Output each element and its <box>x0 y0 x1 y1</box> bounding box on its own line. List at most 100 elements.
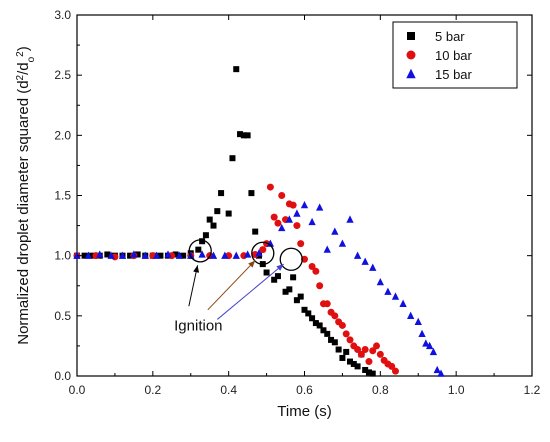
data-point <box>354 363 361 370</box>
data-point <box>175 251 184 259</box>
axes-layer: 0.0 0.2 0.4 0.6 0.8 1.0 1.2 0.0 0.5 1.0 1.5 2.0 2.5 3… <box>54 8 540 397</box>
data-point <box>328 336 335 343</box>
ignition-arrowhead <box>193 265 200 273</box>
data-point <box>180 252 187 259</box>
data-point <box>232 251 240 259</box>
y-tick-label: 1.5 <box>54 189 71 203</box>
x-tick-label: 0.4 <box>220 383 237 397</box>
data-point <box>422 339 430 347</box>
ignition-arrowhead <box>248 260 256 268</box>
data-point <box>107 251 115 259</box>
data-point <box>282 288 289 295</box>
data-point <box>84 251 93 259</box>
ignition-circle <box>279 247 303 271</box>
data-point <box>388 362 396 370</box>
legend-marker <box>406 50 416 60</box>
data-point <box>202 232 209 239</box>
data-point <box>369 370 376 377</box>
data-point <box>198 250 206 258</box>
data-point <box>259 246 267 254</box>
y-axis-title-main: Normalized droplet diameter squared (d <box>15 80 32 344</box>
data-point <box>331 339 338 346</box>
data-point <box>308 262 316 270</box>
data-point <box>346 215 354 223</box>
series-10-bar <box>73 183 399 375</box>
data-point <box>407 311 415 319</box>
data-point <box>206 216 213 223</box>
data-point <box>433 365 441 374</box>
data-point <box>244 132 251 139</box>
data-point <box>255 249 263 257</box>
y-axis-title-sup2: 2 <box>15 51 26 57</box>
data-point <box>347 358 353 365</box>
data-point <box>225 210 232 217</box>
data-point <box>369 347 377 355</box>
series-layer <box>73 66 445 377</box>
data-point <box>297 293 304 300</box>
ignition-circle <box>188 239 212 263</box>
data-point <box>248 190 255 197</box>
data-point <box>350 360 357 367</box>
x-tick-label: 0.6 <box>296 383 313 397</box>
annotation-layer: Ignition <box>174 239 303 334</box>
data-point <box>361 346 369 354</box>
series-5-bar <box>74 66 376 377</box>
data-point <box>376 350 384 358</box>
data-point <box>369 263 377 271</box>
y-axis-title-end: ) <box>15 46 32 51</box>
y-axis-title-mid: /d <box>15 62 32 75</box>
data-point <box>252 228 259 235</box>
data-point <box>237 131 244 138</box>
data-point <box>263 269 270 276</box>
data-point <box>339 354 346 361</box>
data-point <box>376 277 384 286</box>
data-point <box>293 209 301 217</box>
data-point <box>414 317 422 325</box>
ignition-arrow <box>207 260 256 311</box>
data-point <box>104 251 111 258</box>
data-point <box>391 292 400 300</box>
data-point <box>130 250 138 258</box>
y-axis-title-sub: o <box>26 56 37 62</box>
data-point <box>214 208 221 215</box>
data-point <box>266 239 275 247</box>
data-point <box>278 223 286 232</box>
data-point <box>357 350 365 358</box>
data-point <box>274 219 282 227</box>
y-tick-label: 3.0 <box>54 8 71 22</box>
data-point <box>210 222 217 229</box>
data-point <box>320 327 327 334</box>
data-point <box>365 358 373 366</box>
data-point <box>127 252 134 259</box>
y-tick-label: 0.0 <box>54 369 71 383</box>
x-tick-label: 1.2 <box>524 383 541 397</box>
data-point <box>429 347 438 356</box>
series-15-bar <box>73 200 445 377</box>
data-point <box>240 132 247 139</box>
data-point <box>324 330 331 337</box>
data-point <box>353 251 362 259</box>
data-point <box>270 213 278 221</box>
data-point <box>209 251 218 259</box>
data-point <box>437 369 445 377</box>
legend: 5 bar 10 bar 15 bar <box>392 21 518 89</box>
data-point <box>362 366 369 373</box>
ignition-label: Ignition <box>174 317 222 334</box>
data-point <box>338 239 347 247</box>
y-axis-title-sup1: 2 <box>15 74 26 80</box>
data-point <box>195 246 202 253</box>
data-point <box>354 346 362 354</box>
y-tick-label: 2.5 <box>54 68 71 82</box>
data-point <box>331 312 339 320</box>
data-point <box>290 274 297 281</box>
data-point <box>172 251 179 258</box>
data-point <box>274 273 281 280</box>
x-tick-label: 1.0 <box>448 383 465 397</box>
data-point <box>309 315 316 322</box>
data-point <box>293 297 300 304</box>
data-point <box>81 252 88 259</box>
data-point <box>134 251 141 258</box>
x-tick-label: 0.2 <box>144 383 161 397</box>
ignition-arrowhead <box>276 264 284 271</box>
